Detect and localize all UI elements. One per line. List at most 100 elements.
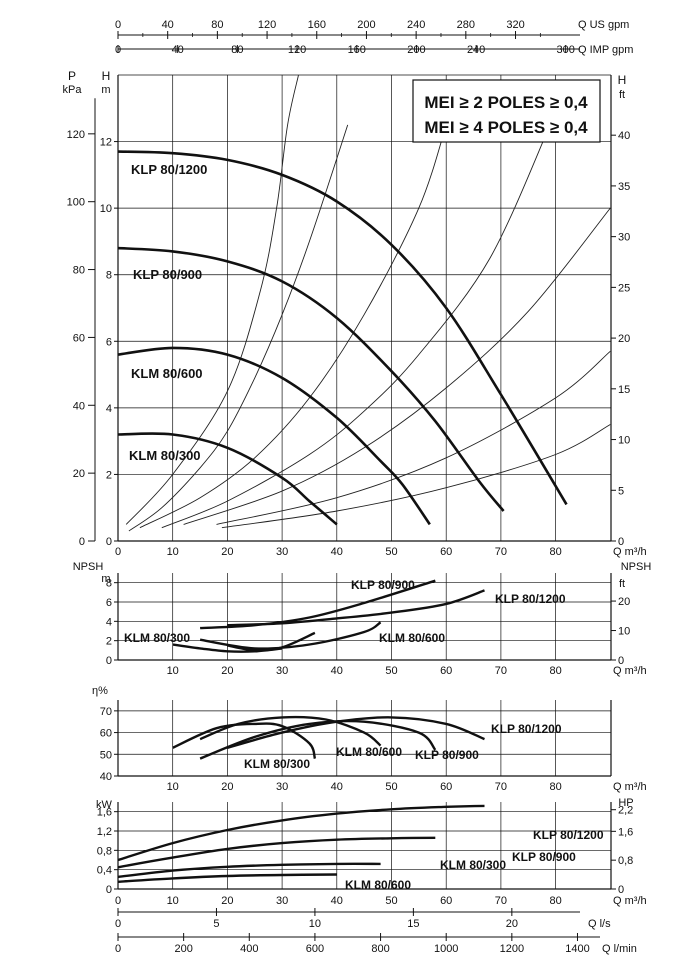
imp-gpm-tick-label: 200 — [407, 44, 425, 56]
eff-curve — [199, 715, 382, 747]
ls-axis-label: Q l/s — [588, 918, 611, 930]
power-hp-tick-label: 1,6 — [618, 826, 633, 838]
eff-label: η% — [92, 685, 108, 697]
power-x-tick-label: 20 — [221, 895, 233, 907]
imp-gpm-tick-label: 80 — [231, 44, 243, 56]
power-hp-tick-label: 2,2 — [618, 805, 633, 817]
npsh-m-tick-label: 4 — [106, 616, 112, 628]
power-series-label: KLM 80/300 — [440, 858, 506, 872]
head-x-tick-label: 0 — [115, 546, 121, 558]
head-ft-tick-label: 40 — [618, 130, 630, 142]
npsh-ft-tick-label: 10 — [618, 626, 630, 638]
head-curve-klm-80-300 — [117, 432, 338, 526]
system-curve — [216, 350, 611, 525]
head-x-tick-label: 40 — [331, 546, 343, 558]
power-x-tick-label: 40 — [331, 895, 343, 907]
head-h-right-label: H — [618, 73, 627, 87]
head-ft-tick-label: 25 — [618, 282, 630, 294]
head-kpa-tick-label: 60 — [73, 332, 85, 344]
head-series-label: KLM 80/600 — [131, 366, 203, 381]
us-gpm-tick-label: 40 — [162, 19, 174, 31]
power-kw-tick-label: 0,4 — [97, 865, 112, 877]
head-x-tick-label: 30 — [276, 546, 288, 558]
imp-gpm-tick-label: 160 — [348, 44, 366, 56]
head-curve-klp-80-1200 — [117, 150, 568, 506]
npsh-curve — [200, 579, 436, 630]
npsh-m-tick-label: 2 — [106, 636, 112, 648]
power-kw-tick-label: 1,2 — [97, 826, 112, 838]
head-kpa-tick-label: 20 — [73, 468, 85, 480]
system-curve — [183, 207, 611, 525]
npsh-series-label: KLP 80/900 — [351, 578, 415, 592]
lmin-tick-label: 1400 — [565, 943, 589, 955]
eff-curve — [227, 716, 485, 749]
head-ft-tick-label: 15 — [618, 384, 630, 396]
eff-x-tick-label: 60 — [440, 781, 452, 793]
lmin-tick-label: 200 — [174, 943, 192, 955]
us-gpm-tick-label: 160 — [308, 19, 326, 31]
head-m-tick-label: 10 — [100, 203, 112, 215]
eff-series-label: KLP 80/900 — [415, 748, 479, 762]
power-x-tick-label: 70 — [495, 895, 507, 907]
ls-tick-label: 15 — [407, 918, 419, 930]
npsh-curve — [227, 589, 485, 627]
eff-series-label: KLM 80/300 — [244, 757, 310, 771]
head-kpa-tick-label: 120 — [67, 129, 85, 141]
npsh-series-label: KLM 80/600 — [379, 631, 445, 645]
eff-x-tick-label: 20 — [221, 781, 233, 793]
head-m-tick-label: 6 — [106, 336, 112, 348]
lmin-tick-label: 1200 — [500, 943, 524, 955]
power-x-tick-label: 50 — [385, 895, 397, 907]
power-x-tick-label: 30 — [276, 895, 288, 907]
head-ft-tick-label: 30 — [618, 232, 630, 244]
eff-tick-label: 40 — [100, 771, 112, 783]
npsh-m-tick-label: 8 — [106, 578, 112, 590]
head-m-unit: m — [101, 84, 110, 96]
head-p-label: P — [68, 69, 76, 83]
npsh-curve — [227, 631, 316, 652]
eff-x-tick-label: 30 — [276, 781, 288, 793]
head-h-label: H — [102, 69, 111, 83]
imp-gpm-tick-label: 240 — [467, 44, 485, 56]
head-x-tick-label: 50 — [385, 546, 397, 558]
system-curve — [125, 74, 299, 525]
head-m-tick-label: 0 — [106, 536, 112, 548]
eff-series-label: KLM 80/600 — [336, 745, 402, 759]
npsh-ft-unit: ft — [619, 578, 625, 590]
head-x-tick-label: 70 — [495, 546, 507, 558]
lmin-tick-label: 800 — [371, 943, 389, 955]
npsh-x-tick-label: 30 — [276, 665, 288, 677]
head-kpa-tick-label: 80 — [73, 265, 85, 277]
head-x-tick-label: 60 — [440, 546, 452, 558]
head-x-tick-label: 10 — [167, 546, 179, 558]
eff-x-unit: Q m³/h — [613, 781, 647, 793]
power-curve — [117, 836, 436, 869]
npsh-x-tick-label: 70 — [495, 665, 507, 677]
system-curve — [128, 124, 349, 532]
imp-gpm-axis-label: Q IMP gpm — [578, 44, 633, 56]
us-gpm-axis-label: Q US gpm — [578, 19, 629, 31]
ls-tick-label: 10 — [309, 918, 321, 930]
lmin-tick-label: 400 — [240, 943, 258, 955]
us-gpm-tick-label: 80 — [211, 19, 223, 31]
head-m-tick-label: 8 — [106, 270, 112, 282]
power-series-label: KLP 80/900 — [512, 850, 576, 864]
power-x-unit: Q m³/h — [613, 895, 647, 907]
power-x-tick-label: 80 — [549, 895, 561, 907]
head-kpa-tick-label: 0 — [79, 536, 85, 548]
eff-x-tick-label: 70 — [495, 781, 507, 793]
ls-tick-label: 0 — [115, 918, 121, 930]
imp-gpm-tick-label: 0 — [115, 44, 121, 56]
power-x-tick-label: 60 — [440, 895, 452, 907]
npsh-series-label: KLM 80/300 — [124, 631, 190, 645]
head-x-tick-label: 80 — [549, 546, 561, 558]
head-series-label: KLM 80/300 — [129, 448, 201, 463]
head-kpa-unit: kPa — [63, 84, 83, 96]
eff-curve — [172, 722, 317, 760]
npsh-m-tick-label: 6 — [106, 597, 112, 609]
us-gpm-tick-label: 0 — [115, 19, 121, 31]
npsh-x-tick-label: 60 — [440, 665, 452, 677]
power-series-label: KLM 80/600 — [345, 878, 411, 892]
